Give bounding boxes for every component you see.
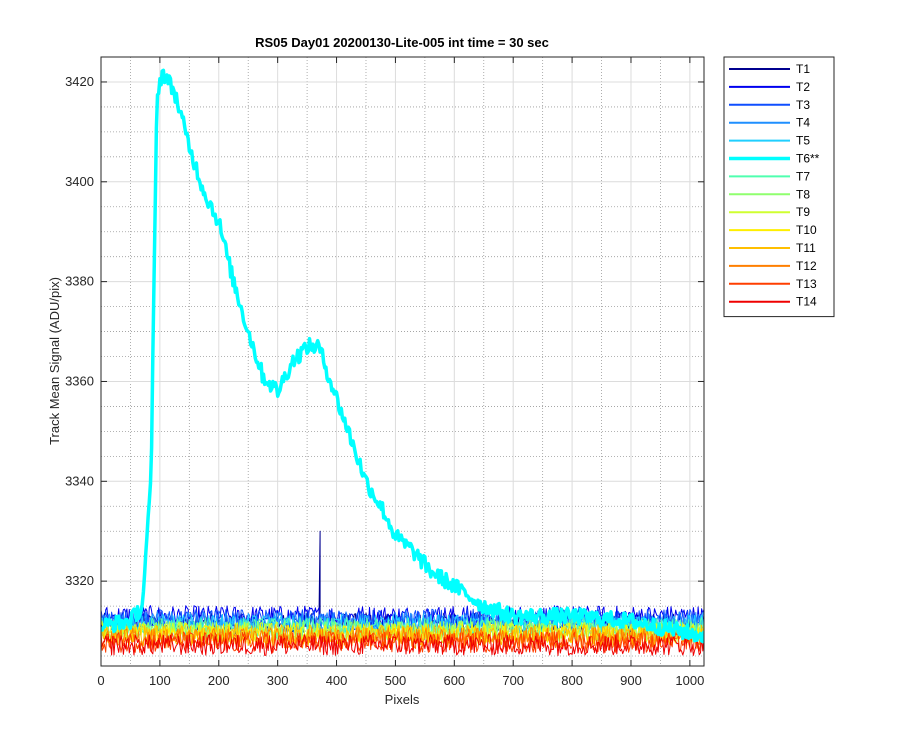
y-tick-label: 3380	[65, 274, 94, 289]
x-tick-label: 1000	[675, 673, 704, 688]
x-tick-label: 400	[326, 673, 348, 688]
legend-label: T7	[796, 169, 810, 183]
legend-label: T5	[796, 134, 810, 148]
legend-box	[723, 56, 835, 318]
x-tick-label: 600	[443, 673, 465, 688]
x-tick-label: 0	[97, 673, 104, 688]
y-tick-label: 3320	[65, 573, 94, 588]
series-line-t12	[101, 627, 704, 649]
legend-label: T13	[796, 277, 817, 291]
x-tick-label: 100	[149, 673, 171, 688]
legend-label: T1	[796, 62, 810, 76]
legend-label: T6**	[796, 152, 820, 166]
legend-label: T2	[796, 80, 810, 94]
legend-label: T8	[796, 187, 810, 201]
legend-label: T11	[796, 241, 816, 255]
grid	[100, 57, 704, 666]
y-axis-label: Track Mean Signal (ADU/pix)	[47, 277, 62, 445]
chart-title: RS05 Day01 20200130-Lite-005 int time = …	[255, 35, 549, 50]
y-tick-label: 3420	[65, 74, 94, 89]
legend-label: T9	[796, 205, 810, 219]
legend: T1 T2 T3 T4 T5 T6** T7 T8 T9 T10 T11 T12 T13 T14	[723, 56, 835, 318]
legend-label: T3	[796, 98, 810, 112]
x-tick-label: 500	[385, 673, 407, 688]
x-tick-label: 700	[502, 673, 524, 688]
series-line-t2	[101, 605, 704, 628]
legend-label: T4	[796, 116, 810, 130]
y-tick-label: 3400	[65, 174, 94, 189]
x-tick-label: 800	[561, 673, 583, 688]
plot-area-border	[100, 56, 705, 667]
legend-label: T14	[796, 295, 817, 309]
y-tick-label: 3340	[65, 473, 94, 488]
x-tick-label: 900	[620, 673, 642, 688]
series-line-t6	[101, 68, 704, 644]
y-tick-label: 3360	[65, 373, 94, 388]
x-axis-label: Pixels	[385, 692, 420, 707]
legend-label: T10	[796, 223, 817, 237]
axis-ticks: 0 100 200 300 400 500 600 700 800 900 1000 3320 3340…	[65, 57, 704, 688]
legend-label: T12	[796, 259, 817, 273]
x-tick-label: 300	[267, 673, 289, 688]
x-tick-label: 200	[208, 673, 230, 688]
series-line-t14	[101, 634, 704, 656]
series-lines	[101, 68, 704, 656]
